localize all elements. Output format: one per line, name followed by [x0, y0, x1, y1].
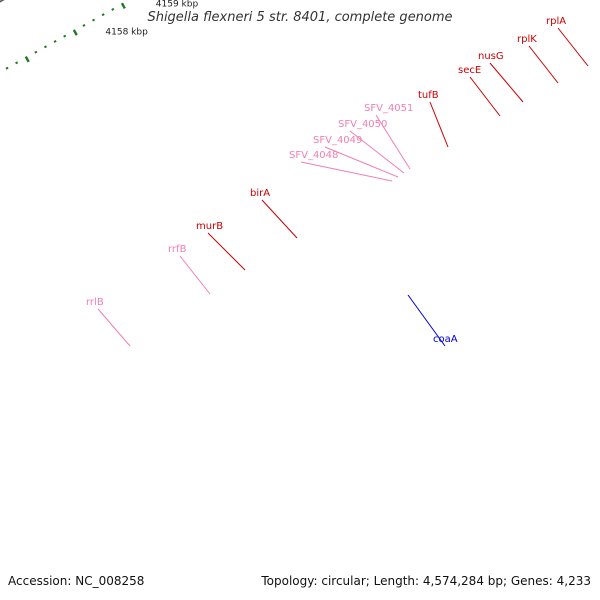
inner-scale-tick — [53, 39, 57, 43]
leader-line-murB — [207, 232, 246, 271]
inner-scale-tick — [34, 50, 38, 54]
inner-scale-tick — [111, 7, 115, 11]
gene-label-murB: murB — [196, 221, 223, 232]
gene-label-nusG: nusG — [478, 51, 504, 62]
gene-label-secE: secE — [458, 65, 481, 76]
gene-label-SFV_4049: SFV_4049 — [313, 135, 362, 146]
backbone-shadow — [0, 0, 5, 3]
inner-scale-tick — [101, 13, 105, 17]
leader-line-rrfB — [179, 255, 211, 295]
leader-line-SFV_4050 — [349, 130, 405, 174]
inner-scale-tick — [15, 61, 19, 65]
leader-line-rplA — [557, 27, 589, 67]
gene-label-rrlB: rrlB — [86, 297, 104, 308]
scale-label-4159: 4159 kbp — [156, 0, 199, 9]
gene-label-SFV_4051: SFV_4051 — [364, 103, 413, 114]
gene-label-rplA: rplA — [546, 16, 566, 27]
gene-label-coaA: coaA — [433, 334, 458, 345]
inner-scale-tick — [72, 29, 78, 36]
map-title: Shigella flexneri 5 str. 8401, complete … — [147, 10, 453, 25]
gene-label-tufB: tufB — [418, 90, 439, 101]
leader-line-rplK — [528, 45, 559, 84]
leader-line-tufB — [429, 101, 449, 148]
inner-scale-tick — [24, 56, 30, 63]
accession-label: Accession: NC_008258 — [8, 574, 145, 588]
inner-scale-tick — [5, 66, 9, 70]
leader-line-SFV_4051 — [375, 114, 411, 170]
gene-label-SFV_4048: SFV_4048 — [289, 150, 338, 161]
gene-label-rrfB: rrfB — [168, 244, 187, 255]
inner-scale-tick — [92, 18, 96, 22]
scale-label-4158: 4158 kbp — [105, 27, 148, 37]
inner-scale-tick — [43, 45, 48, 49]
leader-line-birA — [261, 199, 298, 239]
inner-scale-tick — [63, 34, 67, 38]
leader-line-nusG — [489, 62, 524, 103]
gene-label-rplK: rplK — [517, 34, 537, 45]
inner-scale-tick — [120, 2, 126, 9]
leader-line-coaA — [407, 294, 446, 347]
leader-line-rrlB — [97, 308, 131, 347]
inner-scale-tick — [82, 23, 86, 27]
gene-label-SFV_4050: SFV_4050 — [338, 119, 387, 130]
leader-line-SFV_4049 — [324, 146, 399, 178]
gene-label-birA: birA — [250, 188, 270, 199]
backbone-line — [0, 0, 3, 2]
genome-summary: Topology: circular; Length: 4,574,284 bp… — [261, 574, 591, 588]
leader-line-SFV_4048 — [300, 161, 393, 182]
leader-line-secE — [469, 76, 501, 117]
